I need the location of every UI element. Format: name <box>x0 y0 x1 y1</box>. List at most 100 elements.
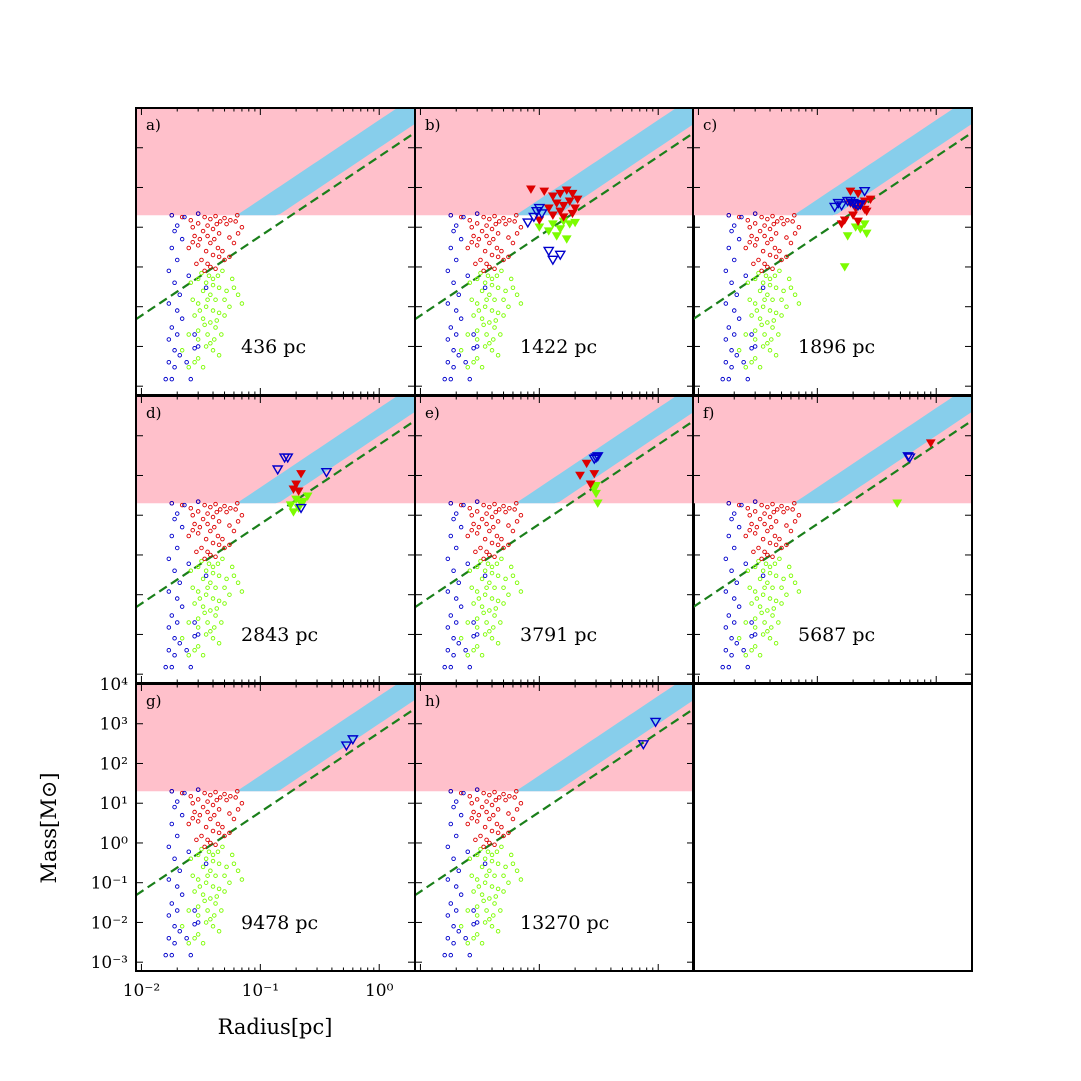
point-base-red <box>213 554 218 560</box>
point-base-green <box>222 601 227 606</box>
point-base-red <box>190 527 195 533</box>
point-triangle-red <box>845 187 856 196</box>
point-base-red <box>195 221 201 226</box>
point-base-red <box>482 824 488 830</box>
point-base-green <box>757 364 763 370</box>
point-triangle-blue <box>854 200 867 211</box>
point-base-green <box>762 585 767 590</box>
point-base-blue <box>451 228 456 234</box>
point-base-red <box>474 243 480 248</box>
point-base-red <box>756 545 761 551</box>
point-base-red <box>484 261 489 267</box>
point-triangle-green <box>561 235 572 244</box>
point-base-green <box>752 644 758 649</box>
point-base-red <box>484 511 489 516</box>
point-base-red <box>197 812 203 818</box>
point-base-red <box>474 221 480 226</box>
x-tick-label: 10⁻² <box>123 981 160 1001</box>
point-base-green <box>781 576 786 582</box>
point-base-green <box>773 310 779 316</box>
point-base-red <box>216 231 222 236</box>
point-base-red <box>785 505 790 511</box>
point-base-red <box>494 245 500 251</box>
point-base-blue <box>736 524 742 530</box>
point-base-green <box>214 894 220 899</box>
point-base-green <box>773 353 779 358</box>
panel-label: d) <box>146 404 161 422</box>
point-base-blue <box>723 625 729 630</box>
point-triangle-blue <box>835 201 848 212</box>
point-base-green <box>757 316 763 321</box>
point-base-red <box>790 507 795 512</box>
point-base-green <box>188 568 194 574</box>
point-base-green <box>203 304 209 309</box>
point-base-blue <box>188 952 194 958</box>
point-base-green <box>200 652 206 658</box>
point-base-green <box>484 585 489 590</box>
point-base-green <box>767 282 773 288</box>
point-base-blue <box>445 360 451 365</box>
point-base-green <box>767 596 773 601</box>
point-base-green <box>489 858 495 864</box>
point-base-blue <box>726 613 732 618</box>
point-base-green <box>487 917 492 922</box>
point-base-red <box>228 505 233 511</box>
point-base-green <box>501 585 506 590</box>
point-base-green <box>197 596 203 601</box>
point-base-red <box>501 833 506 839</box>
point-base-green <box>195 932 201 937</box>
point-base-blue <box>166 648 172 653</box>
point-base-green <box>474 564 480 570</box>
point-base-blue <box>445 936 451 941</box>
point-base-green <box>203 920 209 925</box>
point-base-blue <box>471 332 476 337</box>
point-base-blue <box>169 325 175 330</box>
y-tick-label: 10⁻¹ <box>91 874 128 894</box>
point-base-green <box>210 884 216 889</box>
point-base-red <box>210 802 216 808</box>
point-base-red <box>762 549 767 555</box>
point-base-red <box>503 221 508 227</box>
point-base-red <box>197 236 203 242</box>
point-base-blue <box>448 952 454 958</box>
point-base-green <box>492 901 497 906</box>
point-base-blue <box>720 664 725 670</box>
point-base-blue <box>166 268 172 274</box>
point-triangle-green <box>591 489 601 499</box>
point-base-green <box>485 849 491 855</box>
point-base-blue <box>179 236 185 242</box>
point-base-red <box>771 221 777 227</box>
point-base-green <box>485 561 491 567</box>
point-base-red <box>190 512 195 518</box>
point-base-green <box>219 332 224 337</box>
point-base-red <box>747 239 752 245</box>
point-base-blue <box>169 533 175 539</box>
point-base-red <box>481 790 486 796</box>
point-base-blue <box>169 501 175 506</box>
point-base-blue <box>726 213 732 218</box>
point-base-green <box>210 564 216 570</box>
point-base-blue <box>731 511 737 516</box>
point-base-red <box>190 224 195 230</box>
point-base-red <box>489 226 495 232</box>
point-base-green <box>222 873 227 878</box>
point-base-green <box>777 556 782 562</box>
point-base-green <box>518 589 524 594</box>
point-base-green <box>760 632 766 637</box>
point-base-green <box>212 337 217 342</box>
point-base-green <box>760 344 766 349</box>
point-base-red <box>222 833 227 839</box>
point-base-blue <box>448 325 454 330</box>
point-base-red <box>208 840 213 846</box>
point-base-red <box>195 509 201 514</box>
point-base-red <box>496 507 502 512</box>
point-base-blue <box>169 376 175 382</box>
point-base-green <box>208 896 213 901</box>
point-base-green <box>494 561 500 567</box>
point-base-green <box>200 892 206 897</box>
panel-label: e) <box>425 404 440 422</box>
blue-band <box>136 396 415 504</box>
point-base-red <box>487 792 492 798</box>
point-base-green <box>752 328 758 333</box>
point-base-blue <box>474 211 480 216</box>
